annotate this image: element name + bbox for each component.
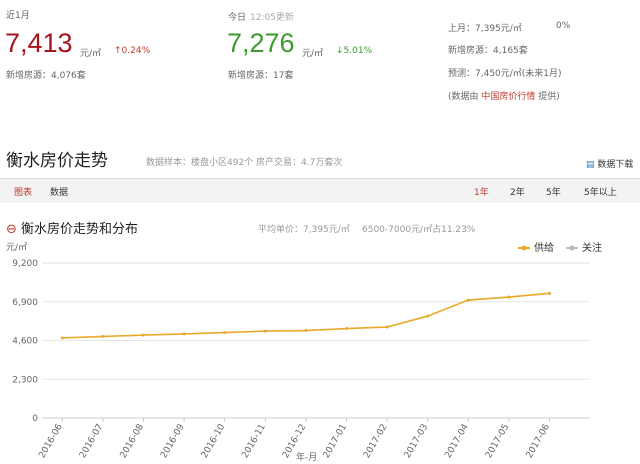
point <box>223 331 227 335</box>
x-tick-label: 2017-04 <box>443 422 471 460</box>
y-tick-label: 2,300 <box>12 375 38 385</box>
price: 7,413 <box>5 28 73 58</box>
x-axis-label: 年-月 <box>296 451 317 463</box>
x-tick-label: 2017-05 <box>484 423 511 461</box>
x-tick-label: 2017-01 <box>322 423 349 461</box>
last-month-change: 0% <box>556 21 571 31</box>
label: 今日 <box>228 13 247 23</box>
download[interactable]: ▤ 数据下载 <box>586 160 634 170</box>
new-listings: 新增房源：17套 <box>228 71 294 81</box>
point <box>548 291 551 295</box>
tab-bar: 图表 数据 1年 2年 5年 5年以上 <box>0 178 640 203</box>
price: 7,276 <box>227 28 295 58</box>
unit: 元/㎡ <box>80 49 102 59</box>
point <box>182 332 186 336</box>
change: ↑0.24% <box>114 46 151 56</box>
point <box>304 329 308 333</box>
point <box>385 325 389 329</box>
y-tick-label: 6,900 <box>12 298 38 308</box>
legend-label: 关注 <box>582 241 602 254</box>
link[interactable]: 中国房价行情 <box>481 92 536 102</box>
y-axis-label: 元/㎡ <box>6 242 27 253</box>
legend-marker <box>521 245 527 251</box>
forecast: 预测：7,450元/㎡(未来1月) <box>448 69 562 79</box>
point <box>60 336 64 340</box>
x-tick-label: 2016-09 <box>159 422 187 460</box>
point <box>466 298 470 302</box>
legend-label: 供给 <box>534 241 554 254</box>
tab[interactable]: 图表 <box>14 188 33 198</box>
point <box>101 334 105 338</box>
point <box>507 295 511 299</box>
updated: 12:05更新 <box>250 13 294 23</box>
range[interactable]: 2年 <box>510 188 525 198</box>
legend-marker <box>569 245 575 251</box>
y-tick-label: 4,600 <box>12 337 38 347</box>
x-tick-label: 2016-08 <box>119 422 147 460</box>
range[interactable]: 1年 <box>474 188 489 198</box>
average: 平均单价：7,395元/㎡ <box>258 225 350 235</box>
range[interactable]: 5年以上 <box>584 188 617 198</box>
chart-title: ⊖ 衡水房价走势和分布 <box>6 222 139 237</box>
unit: 元/㎡ <box>302 49 324 59</box>
share: 6500-7000元/㎡占11.23% <box>362 225 476 235</box>
new-listings: 新增房源：4,076套 <box>6 71 86 81</box>
source: (数据由 中国房价行情 提供) <box>448 89 560 102</box>
change: ↓5.01% <box>336 46 373 56</box>
tab[interactable]: 数据 <box>50 188 69 198</box>
y-tick-label: 0 <box>32 414 38 424</box>
text: 衡水房价走势和分布 <box>21 222 139 237</box>
trades: 房产交易：4.7万套次 <box>256 158 343 168</box>
x-tick-label: 2017-06 <box>525 422 553 460</box>
chart: 元/㎡年-月 0 2,300 4,600 6,900 9,200 2016-06 2016-0… <box>6 241 602 463</box>
x-tick-label: 2017-02 <box>362 423 389 461</box>
range[interactable]: 5年 <box>546 188 561 198</box>
text: (数据由 <box>448 92 479 102</box>
new-listings: 新增房源：4,165套 <box>448 46 528 56</box>
x-tick-label: 2016-10 <box>200 422 228 460</box>
point <box>345 327 348 331</box>
point <box>426 314 430 318</box>
text: 提供) <box>538 92 560 102</box>
last-month: 上月：7,395元/㎡ <box>448 24 522 34</box>
x-tick-label: 2017-03 <box>403 423 430 461</box>
label: 近1月 <box>6 11 30 21</box>
point <box>142 333 145 337</box>
point <box>263 329 267 333</box>
x-tick-label: 2016-06 <box>37 422 65 460</box>
section-title: 衡水房价走势 <box>6 151 108 171</box>
x-tick-label: 2016-11 <box>240 423 267 461</box>
x-tick-label: 2016-07 <box>78 423 105 461</box>
text[interactable]: 数据下载 <box>597 160 634 170</box>
y-tick-label: 9,200 <box>12 259 38 269</box>
sample: 数据样本：楼盘小区492个 <box>146 158 254 168</box>
